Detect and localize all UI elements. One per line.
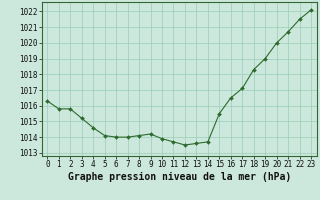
X-axis label: Graphe pression niveau de la mer (hPa): Graphe pression niveau de la mer (hPa)	[68, 172, 291, 182]
